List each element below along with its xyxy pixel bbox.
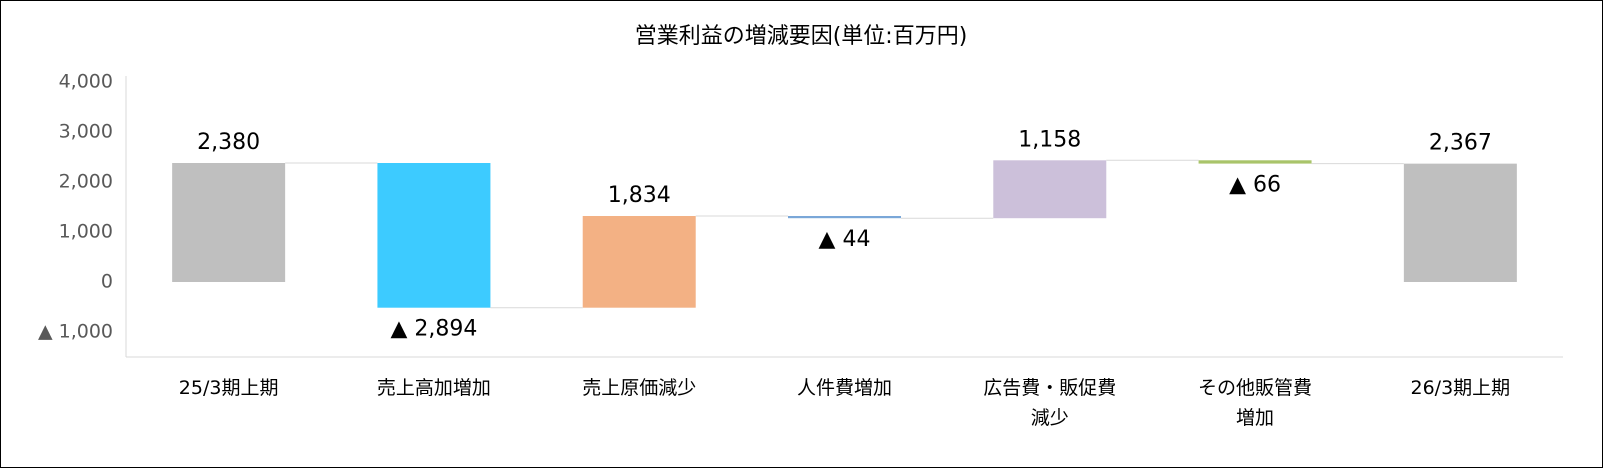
y-tick-label: 2,000 xyxy=(59,171,113,193)
data-label: 2,367 xyxy=(1429,131,1492,156)
bar xyxy=(788,216,901,219)
y-tick-label: 1,000 xyxy=(59,221,113,243)
x-tick-label: 25/3期上期 xyxy=(178,377,279,399)
x-tick-label: 売上高加増加 xyxy=(376,377,491,399)
x-tick-label: その他販管費 増加 xyxy=(1198,377,1313,429)
bar xyxy=(993,160,1107,219)
data-label: ▲ 2,894 xyxy=(390,317,477,342)
bar xyxy=(377,163,491,308)
bar xyxy=(582,216,696,308)
data-label: ▲ 44 xyxy=(819,227,871,252)
bar xyxy=(172,163,286,282)
y-tick-label: 0 xyxy=(101,271,113,293)
bar xyxy=(1403,163,1517,282)
y-tick-label: 4,000 xyxy=(59,71,113,93)
chart-title: 営業利益の増減要因(単位:百万円) xyxy=(635,24,968,49)
bar xyxy=(1198,160,1312,164)
x-tick-label: 広告費・販促費 減少 xyxy=(983,377,1117,429)
x-tick-label: 人件費増加 xyxy=(796,377,892,399)
x-tick-label: 売上原価減少 xyxy=(582,377,697,399)
data-label: 1,834 xyxy=(608,183,671,208)
data-label: 1,158 xyxy=(1018,127,1081,152)
x-tick-label: 26/3期上期 xyxy=(1410,377,1511,399)
data-label: 2,380 xyxy=(197,130,260,155)
data-label: ▲ 66 xyxy=(1229,173,1281,198)
y-tick-label: 3,000 xyxy=(59,121,113,143)
y-tick-label: ▲ 1,000 xyxy=(38,321,113,343)
